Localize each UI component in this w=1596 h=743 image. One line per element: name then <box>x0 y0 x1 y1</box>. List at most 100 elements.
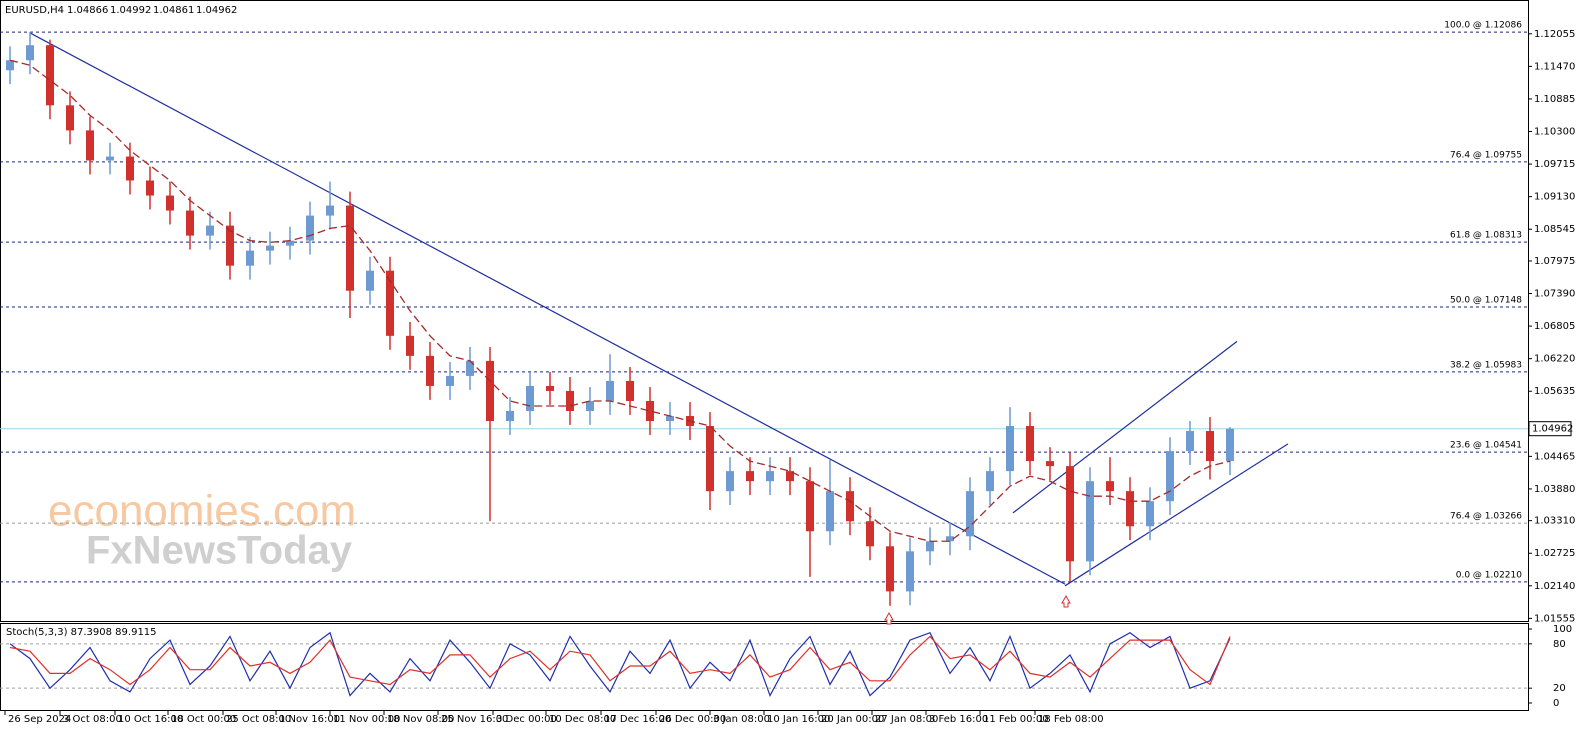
quote-close: 1.04962 <box>196 5 237 16</box>
fib-label: 38.2 @ 1.05983 <box>1450 360 1522 370</box>
x-tick-label: 27 Jan 08:00 <box>875 714 938 725</box>
candle-body <box>146 180 154 196</box>
candle-body <box>66 105 74 131</box>
x-tick-label: 18 Oct 00:00 <box>171 714 236 725</box>
y-tick-label: 1.03310 <box>1534 516 1575 527</box>
candle-body <box>26 45 34 61</box>
fib-label: 23.6 @ 1.04541 <box>1450 441 1522 451</box>
x-tick-label: 25 Nov 16:00 <box>441 714 508 725</box>
candle-body <box>6 60 14 71</box>
trendline <box>29 32 1066 585</box>
x-tick-label: 3 Oct 08:00 <box>63 714 122 725</box>
fib-label: 76.4 @ 1.03266 <box>1450 512 1522 522</box>
y-tick-label: 100 <box>1553 624 1572 635</box>
candle-body <box>106 156 114 161</box>
x-tick-label: 26 Sep 2024 <box>8 714 71 725</box>
candle-body <box>1126 491 1134 527</box>
x-tick-label: 10 Oct 16:00 <box>118 714 183 725</box>
candle-body <box>946 536 954 542</box>
candle-body <box>346 205 354 291</box>
y-tick-label: 1.06220 <box>1534 354 1575 365</box>
candle-body <box>286 240 294 246</box>
candle-body <box>526 385 534 411</box>
y-tick-label: 1.06805 <box>1534 321 1575 332</box>
candle-body <box>326 205 334 216</box>
candle-body <box>226 225 234 266</box>
y-tick-label: 1.12055 <box>1534 29 1575 40</box>
candle-body <box>1086 481 1094 562</box>
candle-body <box>726 471 734 492</box>
y-tick-label: 1.02725 <box>1534 548 1575 559</box>
y-tick-label: 1.11470 <box>1534 61 1575 72</box>
x-tick-label: 25 Oct 08:00 <box>226 714 291 725</box>
candle-body <box>1146 501 1154 527</box>
x-tick-label: 3 Feb 16:00 <box>929 714 988 725</box>
fib-label: 0.0 @ 1.02210 <box>1456 570 1523 580</box>
y-tick-label: 1.09130 <box>1534 192 1575 203</box>
fib-label: 100.0 @ 1.12086 <box>1444 21 1522 31</box>
price-box-label: 1.04962 <box>1532 424 1573 435</box>
y-tick-label: 1.10300 <box>1534 127 1575 138</box>
y-tick-label: 1.03880 <box>1534 484 1575 495</box>
candle-body <box>246 250 254 266</box>
candle-body <box>186 210 194 236</box>
candle-body <box>366 270 374 291</box>
x-tick-label: 11 Nov 00:00 <box>333 714 400 725</box>
candle-body <box>306 215 314 241</box>
stoch-line <box>9 631 1231 698</box>
y-tick-label: 1.02140 <box>1534 581 1575 592</box>
candle-body <box>1106 481 1114 492</box>
y-tick-label: 1.05635 <box>1534 386 1575 397</box>
y-tick-label: 80 <box>1553 639 1566 650</box>
quote-low: 1.04861 <box>153 5 194 16</box>
candle-body <box>486 360 494 422</box>
y-tick-label: 20 <box>1553 683 1566 694</box>
candle-body <box>606 380 614 401</box>
candle-body <box>1206 431 1214 462</box>
candle-body <box>266 245 274 251</box>
x-tick-label: 26 Dec 00:00 <box>659 714 726 725</box>
y-tick-label: 1.07975 <box>1534 256 1575 267</box>
x-tick-label: 10 Jan 16:00 <box>767 714 830 725</box>
candle-body <box>206 225 214 236</box>
candle-body <box>866 521 874 547</box>
y-tick-label: 1.01555 <box>1534 613 1575 624</box>
candle-body <box>766 471 774 482</box>
x-tick-label: 17 Dec 16:00 <box>604 714 671 725</box>
candle-body <box>426 355 434 386</box>
moving-average <box>9 59 1231 542</box>
x-tick-label: 20 Jan 00:00 <box>821 714 884 725</box>
x-tick-label: 18 Nov 08:00 <box>387 714 454 725</box>
candle-body <box>746 471 754 482</box>
candle-body <box>46 45 54 106</box>
candle-body <box>86 130 94 161</box>
arrow-up <box>884 611 894 625</box>
candle-body <box>966 491 974 537</box>
x-tick-label: 1 Nov 16:00 <box>279 714 340 725</box>
candle-body <box>466 360 474 376</box>
trendline <box>1012 340 1238 514</box>
y-tick-label: 1.10885 <box>1534 94 1575 105</box>
candle-body <box>926 541 934 552</box>
fib-label: 76.4 @ 1.09755 <box>1450 150 1522 160</box>
candle-body <box>906 551 914 592</box>
stoch-title: Stoch(5,3,3) 87.3908 89.9115 <box>6 627 157 638</box>
symbol-title: EURUSD,H4 <box>5 5 64 16</box>
candle-body <box>1046 461 1054 467</box>
candle-body <box>446 375 454 386</box>
candle-body <box>706 426 714 492</box>
y-tick-label: 1.09715 <box>1534 159 1575 170</box>
y-tick-label: 0 <box>1553 698 1559 709</box>
candle-body <box>806 481 814 532</box>
y-tick-label: 1.04465 <box>1534 451 1575 462</box>
quote-high: 1.04992 <box>110 5 151 16</box>
candle-body <box>566 390 574 411</box>
candle-body <box>126 156 134 181</box>
candle-body <box>666 416 674 422</box>
candle-body <box>386 270 394 336</box>
candle-body <box>646 400 654 422</box>
quote-open: 1.04866 <box>67 5 108 16</box>
candle-body <box>1186 431 1194 452</box>
candle-body <box>506 410 514 422</box>
